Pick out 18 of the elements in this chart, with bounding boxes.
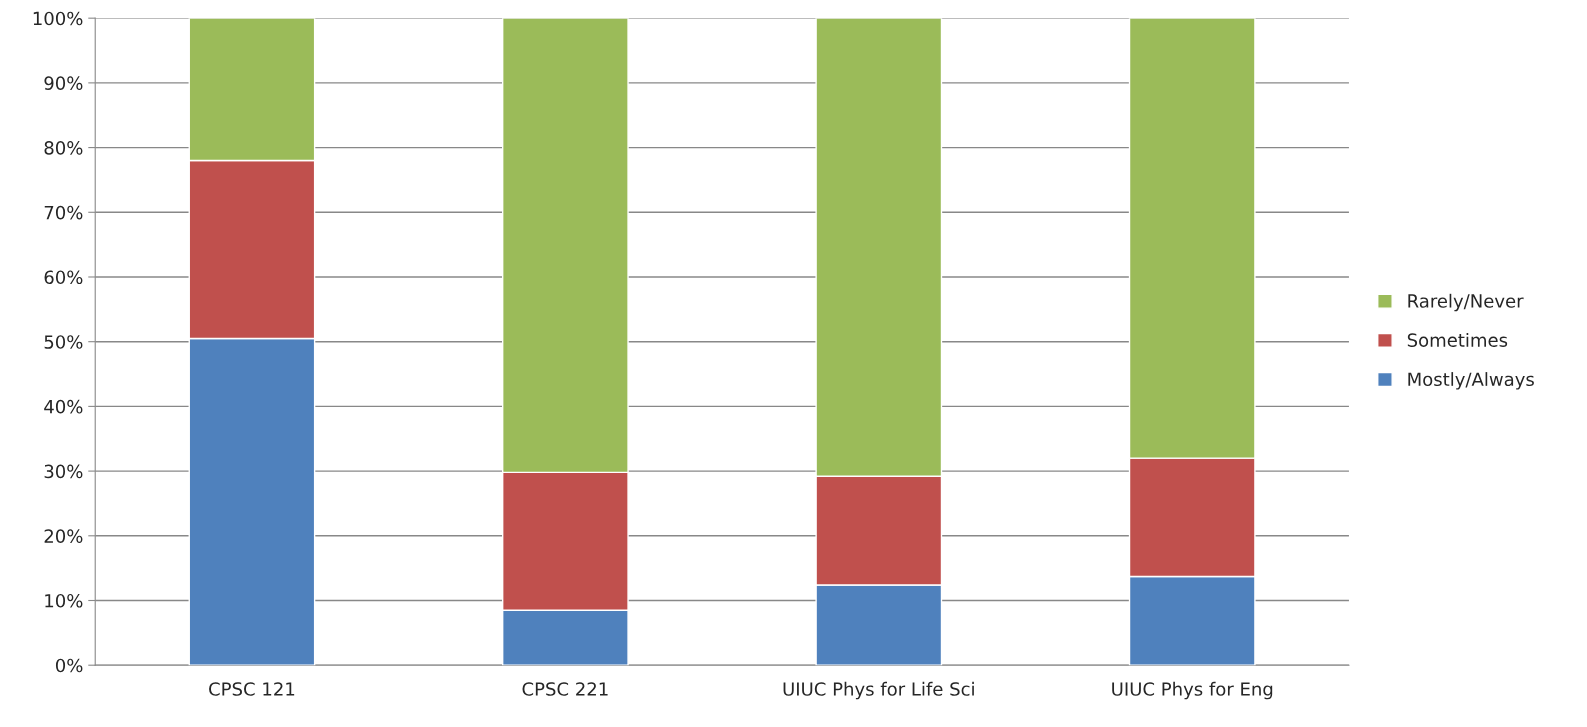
legend-label: Rarely/Never [1408, 293, 1524, 312]
legend-label: Mostly/Always [1408, 372, 1534, 390]
y-tick-label: 50% [44, 335, 83, 349]
y-tick-label: 0% [55, 658, 83, 673]
x-tick-label: UIUC Phys for Eng [1112, 681, 1273, 700]
x-tick-label: CPSC 121 [209, 682, 295, 696]
y-tick-label: 20% [44, 529, 83, 543]
y-tick-label: 60% [44, 270, 83, 285]
legend-label: Sometimes [1407, 332, 1508, 347]
y-tick-label: 30% [44, 464, 83, 479]
x-tick-label: CPSC 221 [522, 682, 608, 696]
y-tick-label: 40% [44, 399, 83, 414]
y-tick-label: 70% [44, 205, 83, 220]
y-tick-label: 100% [33, 11, 83, 26]
y-tick-label: 80% [44, 141, 83, 155]
y-tick-label: 90% [44, 76, 83, 90]
y-tick-label: 10% [45, 593, 83, 608]
x-tick-label: UIUC Phys for Life Sci [783, 681, 974, 700]
